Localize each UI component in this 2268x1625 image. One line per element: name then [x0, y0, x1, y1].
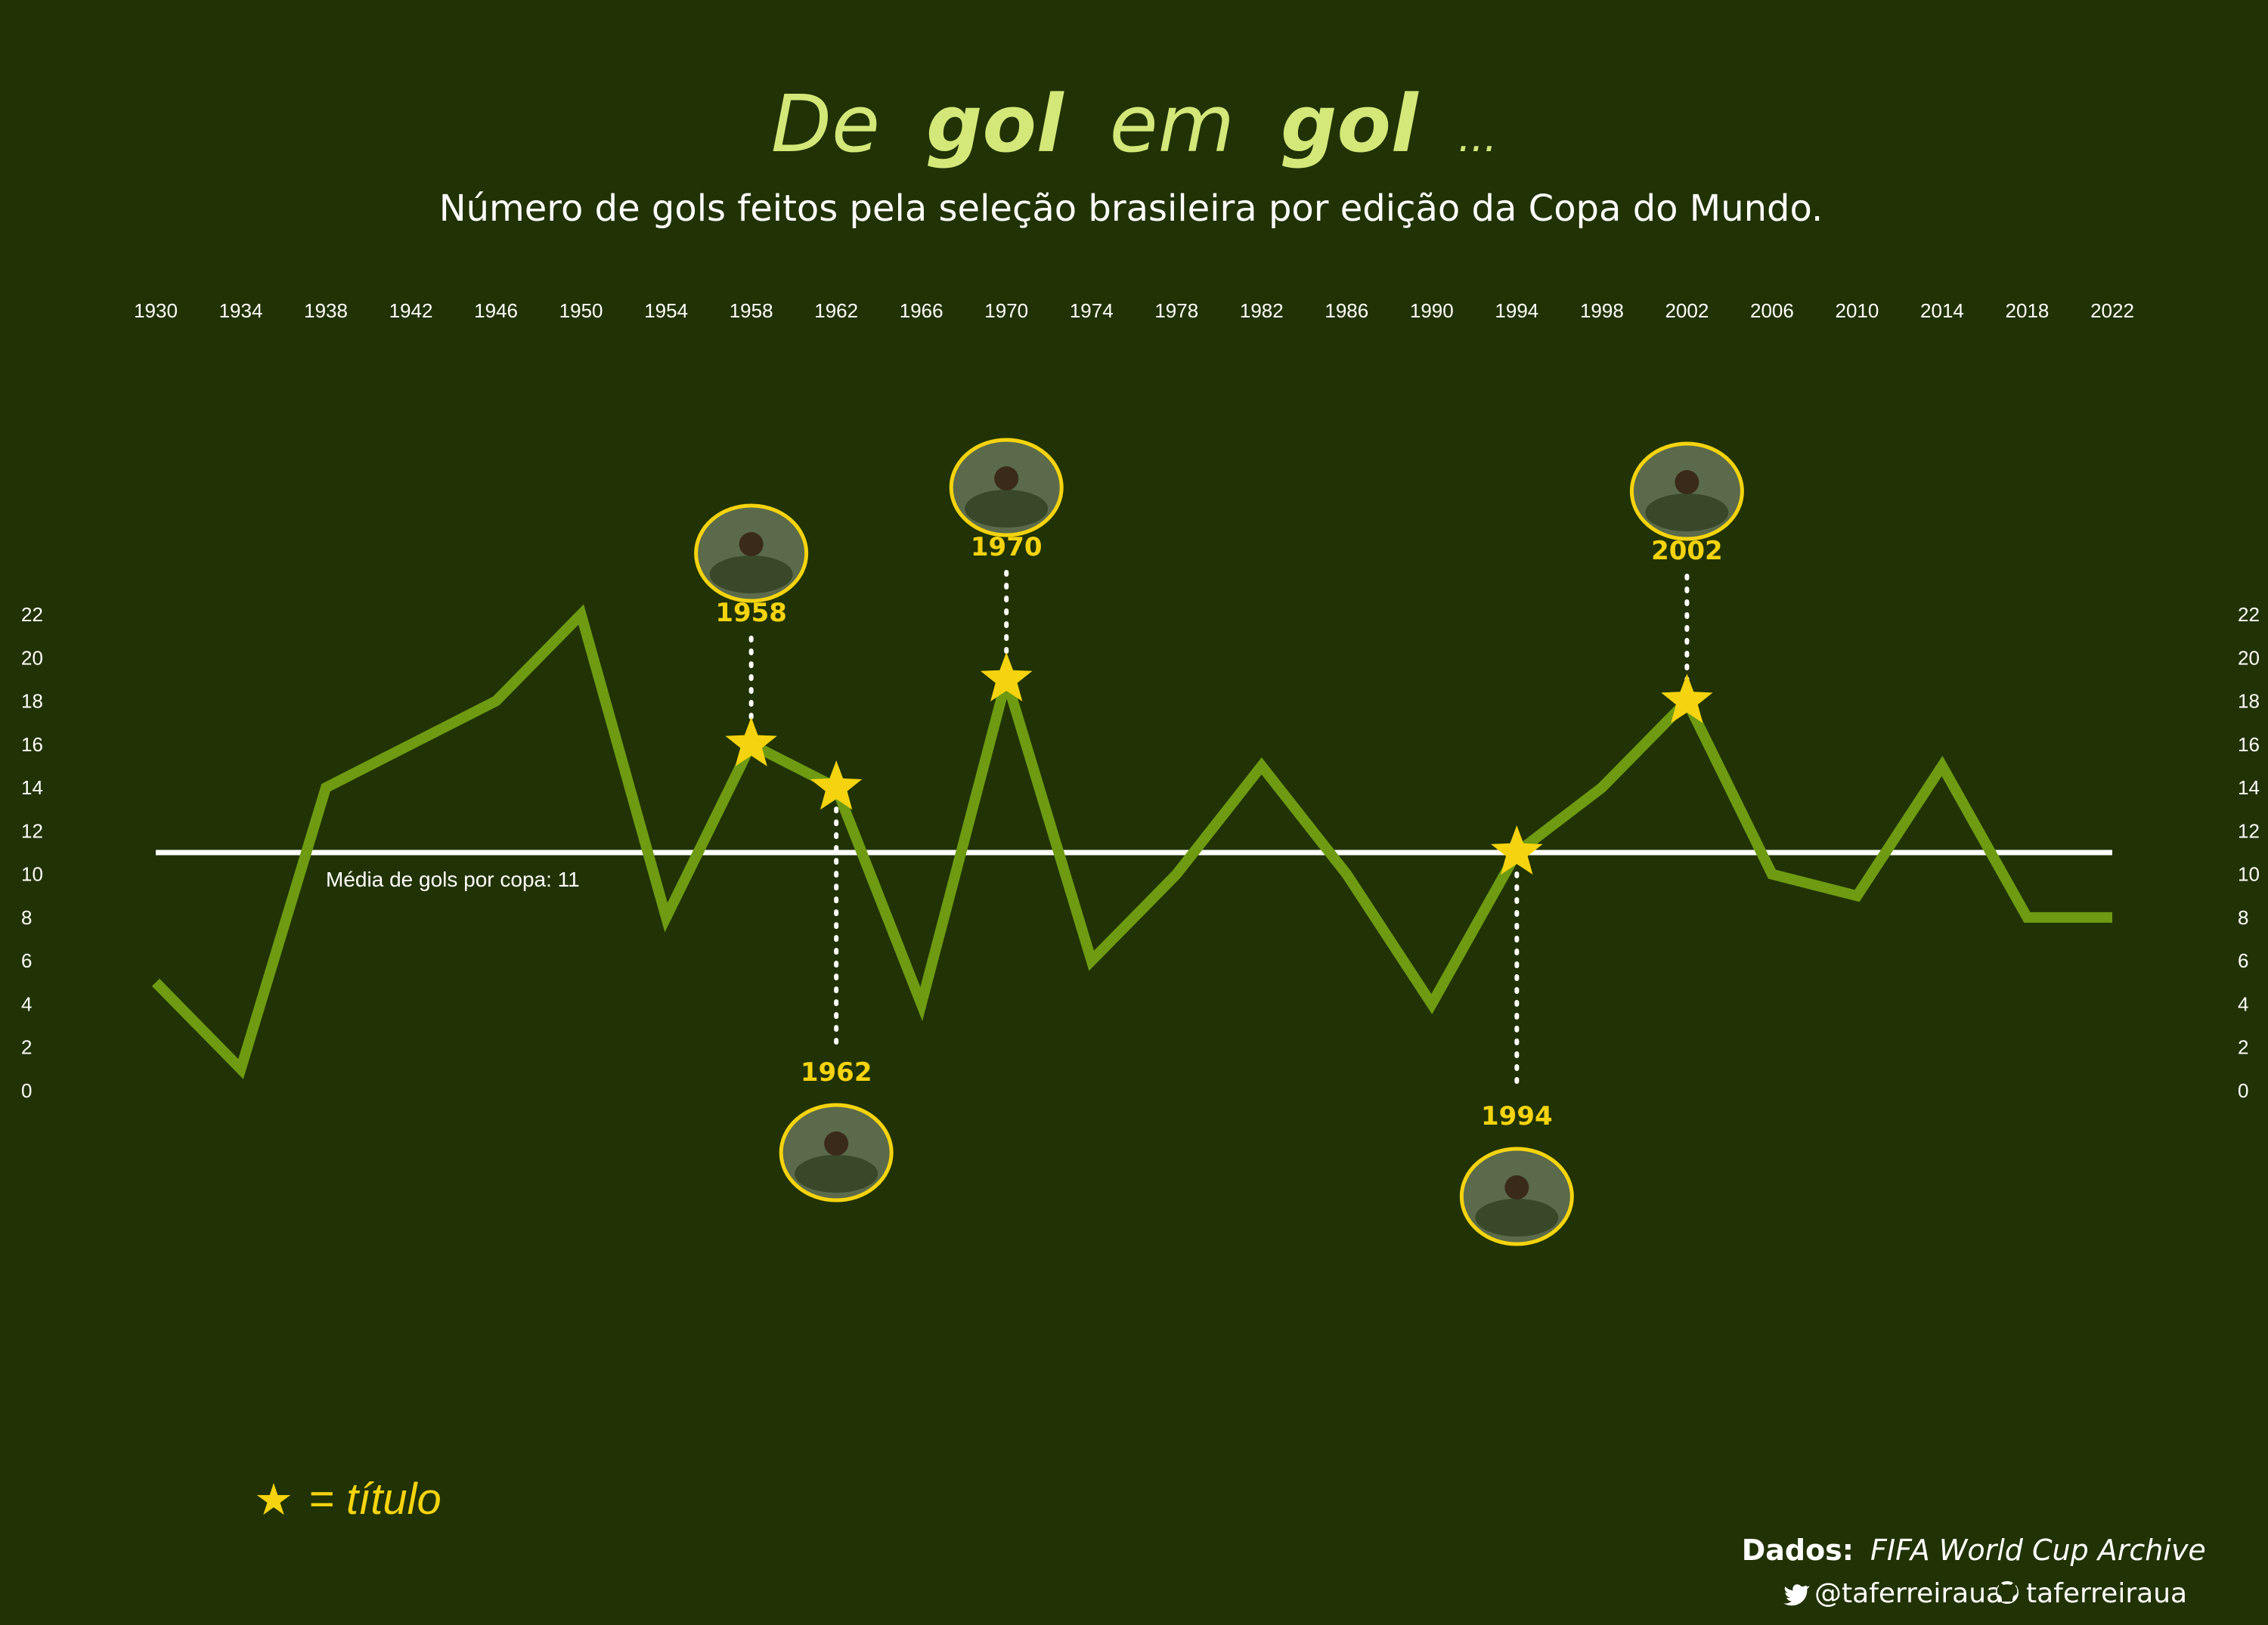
twitter-handle: @taferreiraua — [1814, 1578, 2003, 1609]
x-tick-label: 2022 — [2090, 299, 2134, 322]
x-tick-label: 1962 — [814, 299, 858, 322]
legend-label: = título — [308, 1475, 442, 1524]
title-star-icon — [725, 717, 777, 766]
x-tick-label: 1986 — [1325, 299, 1368, 322]
title-year-label: 1970 — [971, 532, 1043, 562]
github-handle: taferreiraua — [2026, 1578, 2187, 1609]
x-tick-label: 1990 — [1410, 299, 1454, 322]
y-axis-ticks-left: 0 2 4 6 8 10 12 14 16 18 20 22 — [21, 603, 43, 1102]
y-tick-label-left: 2 — [21, 1036, 32, 1059]
y-tick-label-right: 6 — [2238, 949, 2248, 972]
title-year-label: 1958 — [715, 598, 787, 628]
x-tick-label: 2002 — [1665, 299, 1709, 322]
footer: Dados: FIFA World Cup Archive @taferreir… — [1742, 1534, 2206, 1609]
y-tick-label-right: 12 — [2238, 819, 2260, 842]
github-icon — [1996, 1581, 2019, 1604]
x-tick-label: 2014 — [1920, 299, 1964, 322]
y-tick-label-right: 0 — [2238, 1079, 2248, 1102]
x-tick-label: 2018 — [2006, 299, 2050, 322]
x-tick-label: 2006 — [1750, 299, 1794, 322]
title-photo — [779, 1103, 894, 1202]
title-ellipsis: ... — [1458, 113, 1498, 161]
title-star-icon — [810, 760, 863, 810]
y-tick-label-right: 8 — [2238, 906, 2248, 929]
chart-subtitle: Número de gols feitos pela seleção brasi… — [439, 187, 1823, 230]
y-tick-label-left: 20 — [21, 646, 43, 669]
x-tick-label: 1978 — [1154, 299, 1198, 322]
title-annotations: 1958 1962 1970 1994 2002 — [694, 438, 1744, 1246]
y-tick-label-left: 14 — [21, 776, 43, 799]
y-tick-label-left: 4 — [21, 992, 32, 1015]
y-tick-label-right: 14 — [2238, 776, 2260, 799]
goals-line — [152, 604, 2112, 1079]
y-tick-label-right: 18 — [2238, 690, 2260, 713]
x-tick-label: 1958 — [730, 299, 773, 322]
y-tick-label-right: 16 — [2238, 733, 2260, 756]
title-star-icon — [981, 652, 1033, 701]
chart-title: De gol em gol ... — [771, 78, 1497, 170]
source-value: FIFA World Cup Archive — [1870, 1534, 2206, 1567]
x-tick-label: 1938 — [304, 299, 348, 322]
title-part2: em — [1110, 78, 1235, 170]
title-stars — [725, 652, 1713, 875]
twitter-icon — [1783, 1584, 1810, 1606]
y-tick-label-left: 6 — [21, 949, 32, 972]
x-tick-label: 1946 — [474, 299, 518, 322]
source-label: Dados: — [1742, 1534, 1854, 1567]
title-star-icon — [1661, 673, 1713, 723]
y-tick-label-left: 8 — [21, 906, 32, 929]
mean-label: Média de gols por copa: 11 — [326, 868, 580, 891]
legend: ★ = título — [254, 1474, 442, 1525]
y-tick-label-right: 22 — [2238, 603, 2260, 626]
title-year-label: 1994 — [1481, 1101, 1553, 1131]
legend-star-icon: ★ — [254, 1474, 293, 1525]
y-tick-label-left: 12 — [21, 819, 43, 842]
x-axis-ticks: 1930 1934 1938 1942 1946 1950 1954 1958 1962 1966… — [134, 299, 2134, 322]
y-tick-label-right: 10 — [2238, 863, 2260, 886]
x-tick-label: 1942 — [389, 299, 433, 322]
x-tick-label: 2010 — [1836, 299, 1879, 322]
x-tick-label: 1930 — [134, 299, 178, 322]
y-tick-label-left: 16 — [21, 733, 43, 756]
y-tick-label-left: 10 — [21, 863, 43, 886]
y-tick-label-left: 22 — [21, 603, 43, 626]
y-tick-label-right: 2 — [2238, 1036, 2248, 1059]
x-tick-label: 1966 — [900, 299, 943, 322]
y-tick-label-left: 0 — [21, 1079, 32, 1102]
title-photo — [694, 503, 809, 603]
x-tick-label: 1954 — [644, 299, 688, 322]
title-bold1: gol — [926, 78, 1064, 170]
y-tick-label-right: 4 — [2238, 992, 2248, 1015]
x-tick-label: 1974 — [1070, 299, 1114, 322]
x-tick-label: 1982 — [1240, 299, 1284, 322]
title-photo — [949, 438, 1064, 537]
y-axis-ticks-right: 0 2 4 6 8 10 12 14 16 18 20 22 — [2238, 603, 2260, 1102]
title-year-label: 1962 — [801, 1057, 872, 1088]
title-photo — [1459, 1147, 1574, 1246]
title-star-icon — [1491, 825, 1543, 875]
y-tick-label-left: 18 — [21, 690, 43, 713]
x-tick-label: 1934 — [219, 299, 263, 322]
title-bold2: gol — [1281, 78, 1419, 170]
title-photo — [1629, 441, 1744, 541]
x-tick-label: 1970 — [984, 299, 1028, 322]
y-tick-label-right: 20 — [2238, 646, 2260, 669]
title-part1: De — [771, 78, 880, 170]
title-year-label: 2002 — [1651, 536, 1723, 566]
x-tick-label: 1950 — [559, 299, 603, 322]
x-tick-label: 1994 — [1495, 299, 1538, 322]
x-tick-label: 1998 — [1580, 299, 1624, 322]
